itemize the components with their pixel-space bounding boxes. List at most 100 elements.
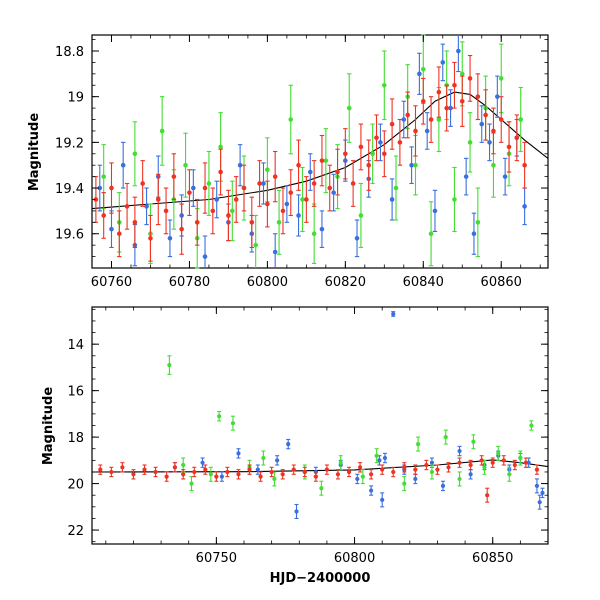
data-point xyxy=(324,464,330,475)
data-point xyxy=(217,411,222,422)
model-curve-line xyxy=(91,91,549,210)
data-point xyxy=(272,150,278,203)
marker xyxy=(452,197,457,202)
data-point xyxy=(369,469,374,480)
marker xyxy=(350,181,356,186)
x-tick-label: 60760 xyxy=(91,275,132,290)
data-point xyxy=(261,450,266,466)
marker xyxy=(436,117,442,122)
data-point xyxy=(203,464,208,475)
marker xyxy=(501,458,506,463)
data-point xyxy=(440,43,446,82)
data-point xyxy=(424,459,429,471)
bottom-model-curve xyxy=(91,459,549,473)
marker xyxy=(416,441,421,447)
marker xyxy=(534,483,540,489)
data-point xyxy=(116,210,122,258)
data-point xyxy=(463,157,469,196)
marker xyxy=(523,460,528,465)
marker xyxy=(230,208,235,214)
marker xyxy=(265,201,270,207)
marker xyxy=(218,144,223,150)
marker xyxy=(132,151,138,157)
data-point xyxy=(97,164,103,212)
data-point xyxy=(294,503,299,519)
marker xyxy=(432,208,438,214)
data-point xyxy=(210,187,216,235)
data-point xyxy=(183,132,188,198)
data-point xyxy=(444,84,449,132)
marker xyxy=(276,220,282,225)
marker xyxy=(506,144,512,150)
marker xyxy=(498,76,504,81)
y-tick-label: 14 xyxy=(67,338,84,353)
data-point xyxy=(343,128,348,180)
data-point xyxy=(109,162,114,214)
data-point xyxy=(98,464,103,475)
marker xyxy=(507,472,512,477)
data-point xyxy=(206,150,212,217)
data-point xyxy=(202,235,208,268)
data-point xyxy=(257,160,262,207)
marker xyxy=(148,236,153,241)
marker xyxy=(189,481,194,486)
marker xyxy=(436,89,442,95)
marker xyxy=(116,231,122,237)
marker xyxy=(272,476,277,482)
marker xyxy=(280,208,286,214)
marker xyxy=(457,448,462,454)
data-point xyxy=(391,311,396,317)
marker xyxy=(370,151,375,157)
x-tick-label: 60820 xyxy=(325,275,366,290)
marker xyxy=(467,76,473,81)
data-point xyxy=(311,160,317,207)
marker xyxy=(225,469,230,475)
marker xyxy=(428,231,434,237)
data-point xyxy=(534,478,540,494)
data-point xyxy=(296,139,301,191)
data-point xyxy=(214,471,219,482)
marker xyxy=(457,476,462,482)
data-point xyxy=(467,112,473,173)
data-point xyxy=(357,462,363,473)
marker xyxy=(498,117,504,122)
series-3 xyxy=(98,455,540,503)
marker xyxy=(217,414,222,419)
bottom-x-axis-label: HJD−2400000 xyxy=(270,571,371,586)
data-point xyxy=(265,180,270,228)
marker xyxy=(391,311,396,317)
x-tick-label: 60750 xyxy=(196,551,237,566)
data-point xyxy=(428,201,434,267)
data-point xyxy=(435,464,440,475)
marker xyxy=(471,439,476,444)
data-point xyxy=(389,178,395,221)
data-point xyxy=(331,173,336,212)
data-point xyxy=(202,162,208,214)
marker xyxy=(382,455,388,461)
data-point xyxy=(120,141,126,189)
data-point xyxy=(502,157,508,196)
marker xyxy=(413,476,418,482)
marker xyxy=(144,204,149,209)
data-point xyxy=(304,176,309,223)
data-point xyxy=(241,164,247,212)
data-point xyxy=(219,471,224,482)
marker xyxy=(163,208,169,214)
data-point xyxy=(374,448,379,464)
data-point xyxy=(537,494,542,510)
series-1 xyxy=(172,311,545,519)
data-point xyxy=(354,219,360,258)
marker xyxy=(181,462,186,468)
data-point xyxy=(507,466,512,482)
marker xyxy=(378,140,383,145)
marker xyxy=(253,242,258,248)
marker xyxy=(490,460,495,465)
marker xyxy=(275,458,280,463)
marker xyxy=(463,174,469,179)
marker xyxy=(402,481,407,486)
data-point xyxy=(237,144,243,187)
y-tick-label: 19 xyxy=(67,91,84,106)
top-panel: 60760 60780 60800 60820 60840 60860 18.8 19 19.2… xyxy=(27,34,549,290)
data-point xyxy=(380,492,385,508)
data-point xyxy=(181,469,186,480)
